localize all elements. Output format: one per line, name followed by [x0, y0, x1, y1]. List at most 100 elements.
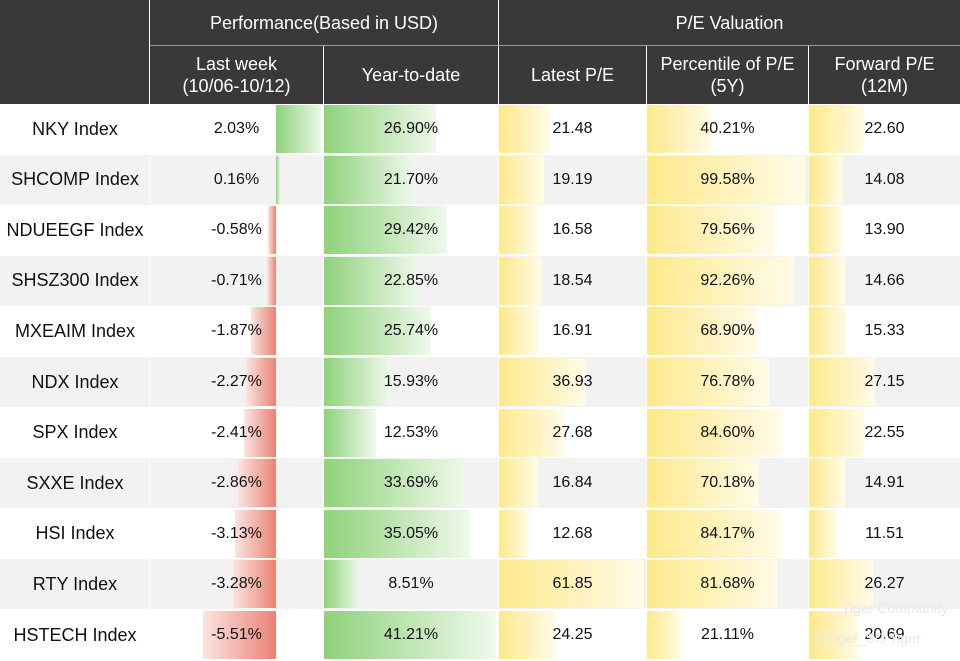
- ytd-bar: [324, 560, 360, 609]
- latest-pe-cell: 36.93: [499, 357, 646, 407]
- table-row: HSI Index -3.13% 35.05% 12.68 84.17% 11.51: [0, 509, 960, 559]
- forward-pe-cell: 14.91: [809, 458, 960, 508]
- table-row: SHCOMP Index 0.16% 21.70% 19.19 99.58% 14.08: [0, 154, 960, 205]
- forward-pe-value: 26.27: [864, 575, 905, 593]
- latest-pe-cell: 18.54: [499, 256, 646, 306]
- latest-pe-value: 12.68: [552, 524, 593, 542]
- percentile-pe-cell: 99.58%: [647, 155, 808, 205]
- last-week-value: -2.41%: [211, 423, 262, 441]
- index-name: NDUEEGF Index: [6, 219, 144, 240]
- percentile-pe-value: 84.17%: [700, 524, 755, 542]
- ytd-value: 12.53%: [383, 423, 439, 441]
- last-week-bar: [245, 358, 276, 406]
- ytd-value: 29.42%: [383, 221, 439, 239]
- forward-pe-value: 20.69: [864, 626, 905, 643]
- latest-pe-bar: [499, 358, 586, 406]
- ytd-value: 22.85%: [383, 271, 439, 289]
- table-row: NKY Index 2.03% 26.90% 21.48 40.21% 22.60: [0, 104, 960, 154]
- ytd-bar: [324, 206, 447, 255]
- percentile-pe-value: 40.21%: [700, 120, 755, 137]
- percentile-pe-bar: [647, 155, 806, 204]
- percentile-pe-cell: 76.78%: [647, 357, 808, 407]
- forward-pe-bar: [809, 509, 837, 558]
- forward-pe-value: 27.15: [864, 373, 905, 390]
- last-week-cell: -0.58%: [150, 205, 323, 255]
- table-row: HSTECH Index -5.51% 41.21% 24.25 21.11% 20.69: [0, 610, 960, 660]
- last-week-bar: [266, 256, 276, 305]
- forward-pe-cell: 15.33: [809, 306, 960, 356]
- percentile-pe-bar: [647, 256, 794, 305]
- ytd-bar: [324, 408, 377, 457]
- latest-pe-bar: [499, 459, 539, 508]
- column-divider: [808, 104, 809, 661]
- percentile-pe-value: 81.68%: [700, 575, 755, 593]
- ytd-bar: [324, 611, 496, 659]
- index-name: SHSZ300 Index: [11, 270, 139, 291]
- percentile-pe-bar: [647, 560, 777, 609]
- last-week-bar: [232, 560, 276, 609]
- forward-pe-value: 14.91: [864, 474, 905, 492]
- table-row: RTY Index -3.28% 8.51% 61.85 81.68% 26.27: [0, 559, 960, 610]
- table-row: NDX Index -2.27% 15.93% 36.93 76.78% 27.15: [0, 357, 960, 407]
- ytd-value: 21.70%: [383, 170, 439, 188]
- latest-pe-cell: 19.19: [499, 155, 646, 205]
- ytd-cell: 26.90%: [324, 104, 498, 154]
- percentile-pe-cell: 92.26%: [647, 256, 808, 306]
- header-percentile-pe-sub: (5Y): [710, 76, 745, 96]
- latest-pe-bar: [499, 408, 564, 457]
- latest-pe-bar: [499, 105, 550, 153]
- last-week-bar: [234, 509, 276, 558]
- ytd-cell: 33.69%: [324, 458, 498, 508]
- last-week-bar: [203, 611, 276, 659]
- index-name: SHCOMP Index: [11, 169, 139, 190]
- ytd-cell: 29.42%: [324, 205, 498, 255]
- forward-pe-bar: [809, 206, 843, 255]
- header-divider: [150, 45, 960, 46]
- percentile-pe-value: 84.60%: [700, 423, 755, 441]
- percentile-pe-cell: 70.18%: [647, 458, 808, 508]
- table-row: MXEAIM Index -1.87% 25.74% 16.91 68.90% 15.33: [0, 306, 960, 356]
- header-forward-pe: Forward P/E (12M): [809, 46, 960, 104]
- forward-pe-bar: [809, 560, 873, 609]
- header-performance: Performance(Based in USD): [150, 0, 498, 45]
- column-divider: [323, 104, 324, 661]
- latest-pe-value: 16.58: [552, 221, 593, 239]
- last-week-value: -2.27%: [211, 373, 262, 390]
- percentile-pe-bar: [647, 206, 774, 255]
- last-week-value: -0.71%: [211, 271, 262, 289]
- last-week-cell: -5.51%: [150, 610, 323, 660]
- percentile-pe-cell: 84.17%: [647, 509, 808, 559]
- table-row: NDUEEGF Index -0.58% 29.42% 16.58 79.56% 13.9…: [0, 205, 960, 255]
- latest-pe-cell: 61.85: [499, 559, 646, 609]
- column-divider: [149, 104, 150, 661]
- watermark-line-1: Tiger Community: [842, 600, 949, 616]
- forward-pe-cell: 26.27: [809, 559, 960, 609]
- forward-pe-cell: 22.60: [809, 104, 960, 154]
- ytd-bar: [324, 256, 420, 305]
- ytd-cell: 25.74%: [324, 306, 498, 356]
- forward-pe-cell: 27.15: [809, 357, 960, 407]
- ytd-bar: [324, 459, 465, 508]
- latest-pe-bar: [499, 307, 539, 356]
- ytd-value: 8.51%: [388, 575, 434, 593]
- last-week-cell: -3.28%: [150, 559, 323, 609]
- ytd-bar: [324, 155, 415, 204]
- forward-pe-cell: 22.55: [809, 408, 960, 458]
- last-week-value: 0.16%: [213, 170, 260, 188]
- latest-pe-value: 21.48: [552, 120, 593, 137]
- ytd-value: 33.69%: [383, 474, 439, 492]
- table-row: SPX Index -2.41% 12.53% 27.68 84.60% 22.55: [0, 408, 960, 458]
- percentile-pe-bar: [647, 611, 681, 659]
- forward-pe-value: 22.55: [864, 423, 905, 441]
- percentile-pe-cell: 81.68%: [647, 559, 808, 609]
- latest-pe-bar: [499, 509, 529, 558]
- table-row: SHSZ300 Index -0.71% 22.85% 18.54 92.26% 14.6…: [0, 255, 960, 306]
- ytd-bar: [324, 509, 471, 558]
- latest-pe-cell: 24.25: [499, 610, 646, 660]
- index-name: SXXE Index: [26, 472, 124, 493]
- latest-pe-cell: 16.84: [499, 458, 646, 508]
- percentile-pe-value: 92.26%: [700, 271, 755, 289]
- percentile-pe-value: 99.58%: [700, 170, 755, 188]
- forward-pe-cell: 11.51: [809, 509, 960, 559]
- last-week-value: -3.28%: [211, 575, 262, 593]
